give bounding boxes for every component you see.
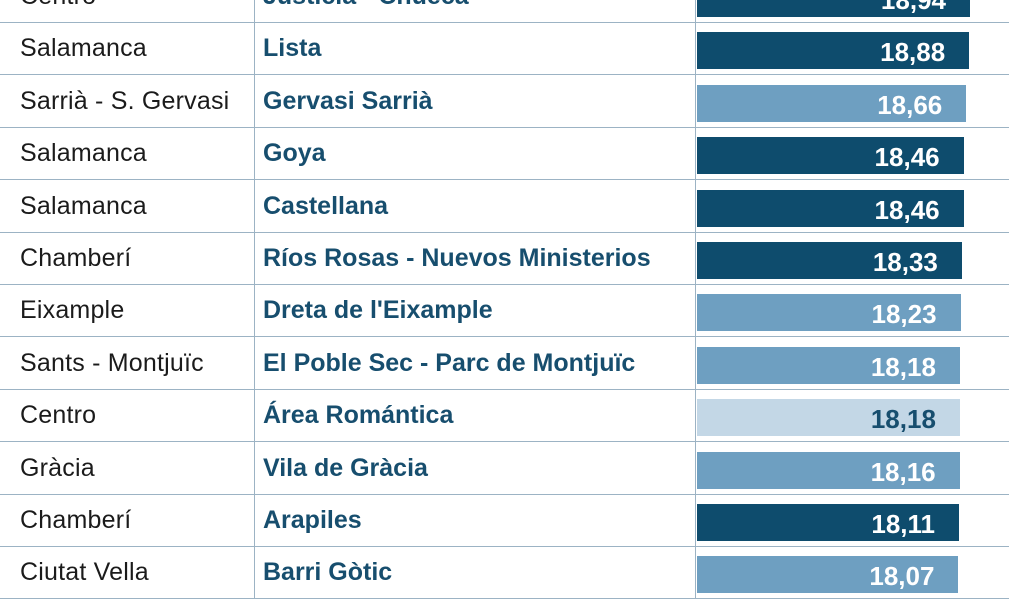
column-divider xyxy=(254,546,255,599)
district-label: Eixample xyxy=(20,296,125,325)
value-bar: 18,46 xyxy=(697,189,964,227)
barrio-label: Goya xyxy=(263,139,326,168)
column-divider xyxy=(695,546,696,599)
barrio-label: Justicia - Chueca xyxy=(263,0,469,22)
column-divider xyxy=(254,284,255,337)
column-divider xyxy=(695,74,696,127)
column-divider xyxy=(695,284,696,337)
table-row: Chamberí Arapiles 18,11 xyxy=(0,494,1009,547)
value-bar: 18,66 xyxy=(697,84,967,122)
column-divider xyxy=(695,127,696,180)
district-label: Chamberí xyxy=(20,244,132,272)
bar-value-label: 18,07 xyxy=(869,561,935,592)
bar-value-label: 18,46 xyxy=(874,194,940,225)
column-divider xyxy=(254,389,255,442)
barrio-label: Arapiles xyxy=(263,506,362,534)
district-label: Chamberí xyxy=(20,506,132,534)
table-row: Chamberí Ríos Rosas - Nuevos Ministerios 1… xyxy=(0,232,1009,285)
district-label: Salamanca xyxy=(20,139,147,168)
bar-value-label: 18,46 xyxy=(874,142,940,173)
barrio-label: El Poble Sec - Parc de Montjuïc xyxy=(263,348,636,377)
barrio-label: Vila de Gràcia xyxy=(263,453,428,482)
district-label: Sarrià - S. Gervasi xyxy=(20,86,230,115)
column-divider xyxy=(695,336,696,389)
district-label: Centro xyxy=(20,401,97,430)
district-label: Gràcia xyxy=(20,453,95,482)
barrio-label: Ríos Rosas - Nuevos Ministerios xyxy=(263,244,651,272)
bar-value-label: 18,18 xyxy=(870,404,936,435)
column-divider xyxy=(254,127,255,180)
table-row: Salamanca Lista 18,88 xyxy=(0,22,1009,76)
barrio-label: Gervasi Sarrià xyxy=(263,86,433,115)
barrio-label: Lista xyxy=(263,34,322,63)
table-row: Gràcia Vila de Gràcia 18,16 xyxy=(0,441,1009,495)
table-row: Eixample Dreta de l'Eixample 18,23 xyxy=(0,284,1009,338)
value-bar: 18,88 xyxy=(697,32,970,70)
value-bar: 18,23 xyxy=(697,294,961,332)
column-divider xyxy=(695,389,696,442)
bar-value-label: 18,11 xyxy=(871,509,935,539)
barrio-label: Castellana xyxy=(263,191,389,220)
value-bar: 18,11 xyxy=(697,504,959,541)
value-bar: 18,16 xyxy=(697,451,960,489)
value-bar: 18,46 xyxy=(697,137,964,175)
value-bar: 18,33 xyxy=(697,242,962,279)
column-divider xyxy=(695,0,696,22)
column-divider xyxy=(695,232,696,284)
bar-value-label: 18,94 xyxy=(880,0,946,15)
value-bar: 18,18 xyxy=(697,399,960,437)
column-divider xyxy=(254,336,255,389)
barrio-label: Barri Gòtic xyxy=(263,558,393,587)
district-label: Salamanca xyxy=(20,191,147,220)
value-bar: 18,18 xyxy=(697,346,960,384)
bar-value-label: 18,33 xyxy=(872,247,938,277)
table-row: Salamanca Goya 18,46 xyxy=(0,127,1009,181)
district-label: Salamanca xyxy=(20,34,147,63)
barrio-label: Área Romántica xyxy=(263,401,454,430)
column-divider xyxy=(254,74,255,127)
bar-value-label: 18,66 xyxy=(877,89,943,120)
table-row: Sarrià - S. Gervasi Gervasi Sarrià 18,66 xyxy=(0,74,1009,128)
column-divider xyxy=(695,22,696,75)
value-bar: 18,07 xyxy=(697,556,959,594)
column-divider xyxy=(695,494,696,546)
district-label: Sants - Montjuïc xyxy=(20,348,204,377)
table-row: Salamanca Castellana 18,46 xyxy=(0,179,1009,233)
table-row: Sants - Montjuïc El Poble Sec - Parc de M… xyxy=(0,336,1009,390)
column-divider xyxy=(254,441,255,494)
column-divider xyxy=(254,179,255,232)
bar-value-label: 18,88 xyxy=(880,37,946,68)
bar-value-label: 18,18 xyxy=(870,351,936,382)
table-row: Centro Justicia - Chueca 18,94 xyxy=(0,0,1009,23)
column-divider xyxy=(254,0,255,22)
column-divider xyxy=(254,494,255,546)
barrio-label: Dreta de l'Eixample xyxy=(263,296,493,325)
value-bar: 18,94 xyxy=(697,0,970,17)
table-row: Ciutat Vella Barri Gòtic 18,07 xyxy=(0,546,1009,599)
column-divider xyxy=(254,232,255,284)
column-divider xyxy=(695,179,696,232)
bar-value-label: 18,16 xyxy=(870,456,936,487)
column-divider xyxy=(254,22,255,75)
district-label: Ciutat Vella xyxy=(20,558,149,587)
column-divider xyxy=(695,441,696,494)
table-row: Centro Área Romántica 18,18 xyxy=(0,389,1009,443)
district-label: Centro xyxy=(20,0,96,22)
bar-value-label: 18,23 xyxy=(871,299,937,330)
